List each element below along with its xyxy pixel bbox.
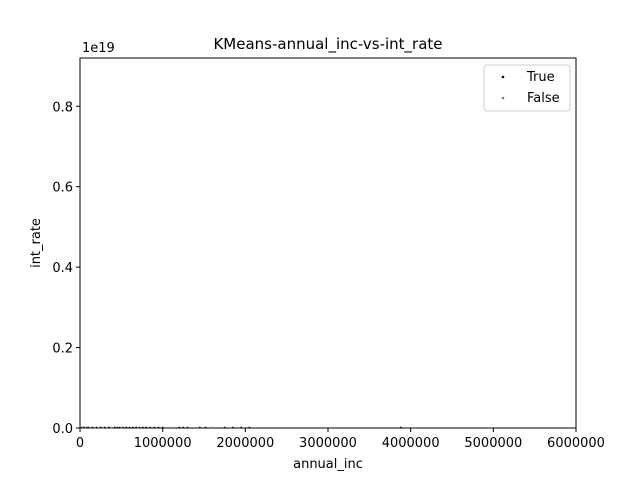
x-tick-label: 3000000 (299, 436, 357, 451)
data-point-true (128, 426, 131, 429)
legend-label-false: False (527, 91, 560, 106)
plot-area (79, 57, 577, 429)
data-point-false (102, 426, 105, 429)
data-point-true (198, 426, 201, 429)
data-point-true (399, 426, 402, 429)
data-point-true (122, 426, 124, 429)
data-point-false (89, 426, 91, 429)
x-axis: 0 1000000 2000000 3000000 4000000 5000000 6000… (76, 428, 605, 451)
data-point-false (170, 426, 172, 429)
data-point-true (95, 426, 98, 429)
legend-label-true: True (526, 70, 555, 85)
data-point-false (211, 426, 214, 429)
data-point-false (120, 426, 123, 429)
plot-frame (79, 57, 577, 429)
data-point-true (232, 426, 234, 429)
y-tick-label: 0.4 (52, 261, 73, 276)
data-point-true (87, 426, 90, 429)
data-point-false (93, 426, 96, 429)
data-point-true (223, 426, 226, 429)
x-tick-label: 2000000 (216, 436, 274, 451)
data-point-false (98, 426, 100, 429)
x-axis-label: annual_inc (293, 457, 363, 472)
x-tick-label: 5000000 (464, 436, 522, 451)
points-layer (80, 426, 402, 429)
data-point-true (103, 426, 106, 429)
x-tick-label: 0 (76, 436, 84, 451)
legend-marker-false (501, 96, 505, 100)
legend: True False (483, 64, 571, 112)
data-point-true (99, 426, 102, 429)
data-point-false (136, 426, 139, 429)
data-point-true (178, 426, 181, 429)
data-point-true (186, 426, 189, 429)
data-point-true (108, 426, 110, 429)
y-axis: 0.0 0.2 0.4 0.6 0.8 (52, 100, 80, 437)
data-point-false (81, 426, 84, 429)
chart-title: KMeans-annual_inc-vs-int_rate (213, 35, 442, 54)
data-point-true (118, 426, 121, 429)
data-point-true (141, 426, 144, 429)
data-point-true (157, 426, 160, 429)
data-point-false (106, 426, 109, 429)
legend-box (483, 64, 571, 112)
data-point-true (132, 426, 134, 429)
data-point-true (204, 426, 207, 429)
y-axis-label: int_rate (29, 218, 44, 268)
x-tick-label: 4000000 (382, 436, 440, 451)
data-point-true (125, 426, 128, 429)
data-point-true (145, 426, 148, 429)
data-point-true (113, 426, 116, 429)
legend-marker-true (501, 75, 505, 79)
data-point-true (153, 426, 156, 429)
data-point-true (161, 426, 164, 429)
data-point-true (248, 426, 251, 429)
data-point-true (149, 426, 152, 429)
data-point-false (110, 426, 113, 429)
data-point-true (135, 426, 138, 429)
data-point-true (116, 426, 119, 429)
y-tick-label: 0.2 (52, 342, 73, 357)
y-tick-label: 0.6 (52, 181, 73, 196)
y-tick-label: 0.0 (52, 422, 73, 437)
data-point-true (240, 426, 243, 429)
y-tick-label: 0.8 (52, 100, 73, 115)
x-tick-label: 1000000 (134, 436, 192, 451)
data-point-false (84, 426, 87, 429)
data-point-true (91, 426, 94, 429)
x-tick-label: 6000000 (547, 436, 605, 451)
y-axis-offset-label: 1e19 (82, 41, 115, 56)
data-point-true (182, 426, 185, 429)
data-point-true (138, 426, 141, 429)
